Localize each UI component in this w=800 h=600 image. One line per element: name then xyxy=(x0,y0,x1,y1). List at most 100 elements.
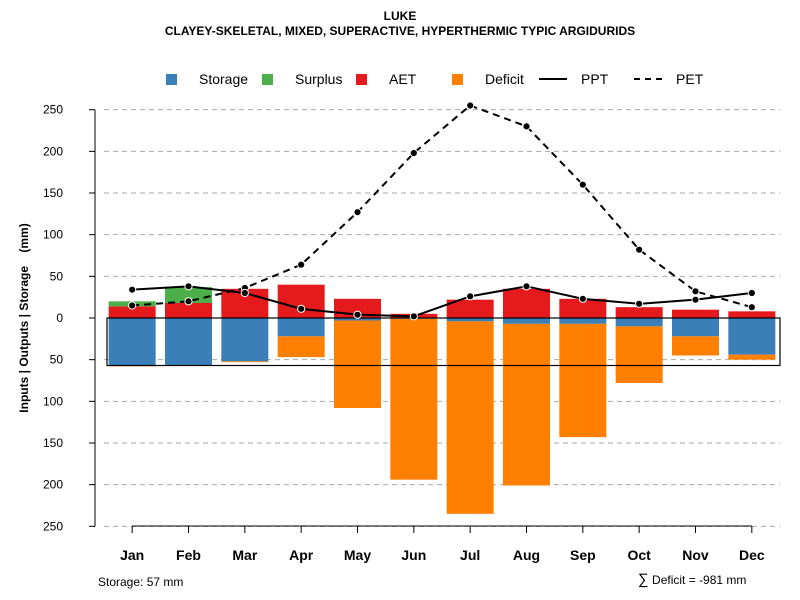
pet-point xyxy=(522,122,531,131)
x-tick-label: Mar xyxy=(232,547,257,563)
legend-aet-label: AET xyxy=(389,71,417,87)
legend-deficit: Deficit xyxy=(452,71,524,87)
legend-pet: PET xyxy=(634,71,703,87)
legend-surplus: Surplus xyxy=(262,71,342,87)
legend-ppt-line xyxy=(539,78,567,80)
y-tick-label: 200 xyxy=(43,478,63,492)
legend-ppt: PPT xyxy=(539,71,608,87)
ppt-line xyxy=(132,285,752,318)
y-tick-label: 150 xyxy=(43,436,63,450)
pet-point xyxy=(578,180,587,189)
deficit-text: Deficit = -981 mm xyxy=(652,573,747,587)
ppt-point xyxy=(522,282,531,291)
bar-deficit xyxy=(277,336,325,358)
ppt-point xyxy=(635,299,644,308)
x-tick-label: May xyxy=(344,547,371,563)
legend-storage: Storage xyxy=(166,71,248,87)
bar-deficit xyxy=(728,354,776,360)
bar-aet xyxy=(108,306,156,318)
y-tick-label: 200 xyxy=(43,144,63,158)
bar-deficit xyxy=(334,320,381,408)
x-tick-label: Aug xyxy=(513,547,540,563)
storage-capacity-box xyxy=(106,317,781,367)
pet-point xyxy=(635,245,644,254)
bar-deficit xyxy=(615,326,663,383)
legend-surplus-swatch xyxy=(262,73,273,85)
x-tick-label: Jan xyxy=(120,547,144,563)
y-tick-label: 150 xyxy=(43,186,63,200)
legend-aet-swatch xyxy=(356,73,367,85)
bar-aet xyxy=(165,303,212,318)
x-tick-label: Oct xyxy=(627,547,651,563)
bar-deficit xyxy=(503,323,550,486)
y-tick-label: 100 xyxy=(43,228,63,242)
y-tick-label: 50 xyxy=(50,269,64,283)
bar-storage xyxy=(108,318,156,366)
pet-point xyxy=(747,303,756,312)
bar-surplus xyxy=(165,287,212,304)
x-tick-label: Feb xyxy=(176,547,201,563)
bar-storage xyxy=(559,318,607,324)
pet-line xyxy=(132,104,753,309)
bar-storage xyxy=(672,318,719,337)
bar-deficit xyxy=(446,321,494,514)
chart-subtitle: CLAYEY-SKELETAL, MIXED, SUPERACTIVE, HYP… xyxy=(164,24,636,38)
bar-deficit xyxy=(221,361,269,363)
ppt-point xyxy=(184,282,193,291)
ppt-point xyxy=(466,292,475,301)
y-axis-label: Inputs | Outputs | Storage (mm) xyxy=(17,223,31,412)
x-tick-label: Jun xyxy=(401,547,426,563)
pet-point xyxy=(353,208,362,217)
pet-point xyxy=(184,297,193,306)
legend-aet: AET xyxy=(356,71,416,87)
ppt-point xyxy=(353,310,362,319)
ppt-point xyxy=(747,288,756,298)
y-tick-label: 50 xyxy=(50,353,64,367)
x-tick-label: Jul xyxy=(460,547,480,563)
bar-aet xyxy=(446,299,494,318)
bar-aet xyxy=(277,284,325,318)
bar-aet xyxy=(559,298,607,318)
deficit-note: ∑ Deficit = -981 mm xyxy=(638,571,746,588)
bar-storage xyxy=(165,318,212,366)
sigma-symbol: ∑ xyxy=(638,571,649,588)
y-tick-label: 250 xyxy=(43,103,63,117)
y-tick-label: 0 xyxy=(56,311,63,325)
x-tick-label: Nov xyxy=(682,547,709,563)
bar-storage xyxy=(503,318,550,324)
legend-deficit-label: Deficit xyxy=(485,71,524,87)
pet-point xyxy=(297,260,306,269)
bar-storage xyxy=(446,318,494,322)
pet-point xyxy=(691,287,700,296)
x-tick-label: Apr xyxy=(289,547,314,563)
bar-deficit xyxy=(559,323,607,438)
legend-surplus-label: Surplus xyxy=(295,71,343,87)
y-tick-label: 100 xyxy=(43,394,63,408)
legend-storage-label: Storage xyxy=(199,71,249,87)
legend-storage-swatch xyxy=(166,73,177,85)
legend-pet-line xyxy=(634,78,662,80)
bar-storage xyxy=(728,318,776,355)
storage-note: Storage: 57 mm xyxy=(98,575,184,589)
ppt-point xyxy=(409,312,418,321)
ppt-point xyxy=(691,295,700,304)
bar-storage xyxy=(615,318,663,327)
x-tick-label: Dec xyxy=(739,547,765,563)
bar-aet xyxy=(615,307,663,318)
ppt-point xyxy=(297,304,306,313)
pet-point xyxy=(128,301,137,310)
legend-deficit-swatch xyxy=(452,73,463,85)
y-tick-label: 250 xyxy=(43,519,63,533)
chart-title: LUKE xyxy=(383,9,417,23)
bar-deficit xyxy=(390,318,438,480)
bar-storage xyxy=(334,318,381,321)
pet-point xyxy=(466,101,475,110)
legend-ppt-label: PPT xyxy=(581,71,609,87)
bar-storage xyxy=(277,318,325,337)
ppt-point xyxy=(128,285,137,294)
x-tick-label: Sep xyxy=(570,547,596,563)
bar-deficit xyxy=(672,336,719,356)
bar-aet xyxy=(503,288,550,318)
ppt-point xyxy=(578,294,587,303)
